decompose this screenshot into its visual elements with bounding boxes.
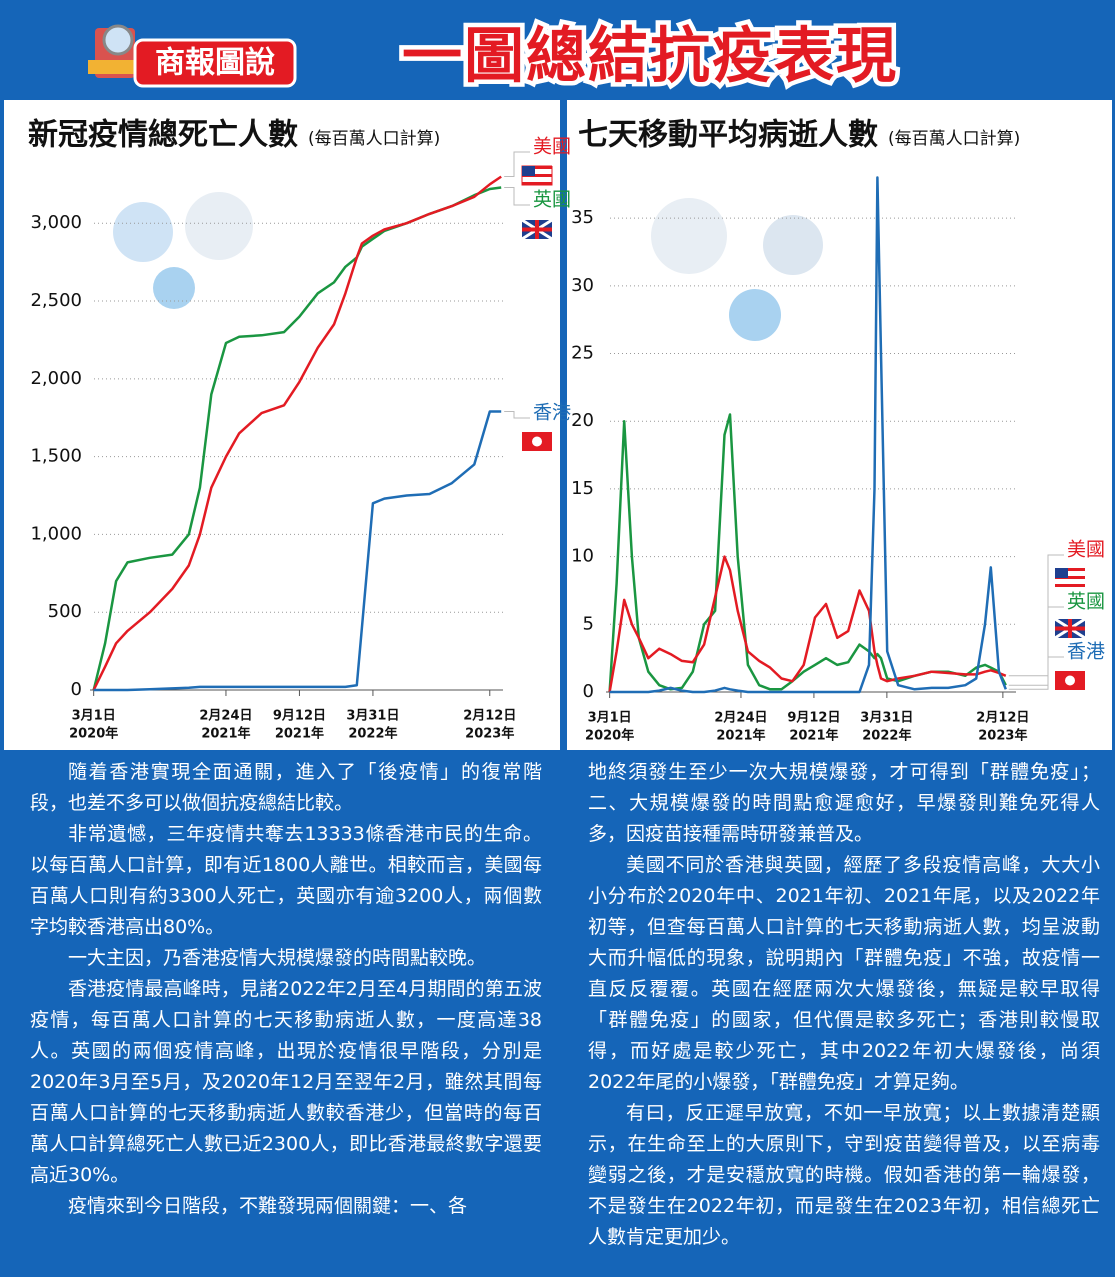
- x-tick-label: 9月12日: [273, 709, 326, 724]
- virus: [185, 192, 253, 260]
- chart-panel: [4, 100, 560, 750]
- flag-hk: [522, 432, 552, 451]
- x-tick-label: 2022年: [862, 728, 911, 744]
- x-tick-label: 2022年: [348, 726, 397, 742]
- paragraph: 疫情來到今日階段，不難發現兩個關鍵：一、各: [30, 1191, 542, 1222]
- badge-text: 商報圖說: [155, 46, 275, 81]
- y-tick-label: 15: [571, 478, 594, 499]
- chart-subtitle: (每百萬人口計算): [308, 129, 440, 149]
- y-tick-label: 0: [71, 679, 82, 700]
- y-tick-label: 20: [571, 410, 594, 431]
- flag-uk: [522, 220, 552, 239]
- legend-label: 英國: [1067, 591, 1105, 613]
- flag-uk: [1055, 619, 1085, 638]
- y-tick-label: 35: [571, 207, 594, 228]
- paragraph: 地終須發生至少一次大規模爆發，才可得到「群體免疫」；二、大規模爆發的時間點愈遲愈…: [588, 757, 1100, 850]
- y-tick-label: 25: [571, 343, 594, 364]
- x-tick-label: 2021年: [716, 728, 765, 744]
- infographic: 商報圖說 一圖總結抗疫表現 新冠疫情總死亡人數 (每百萬人口計算) 0 500 1,00…: [0, 0, 1115, 752]
- paragraph: 一大主因，乃香港疫情大規模爆發的時間點較晚。: [30, 943, 542, 974]
- article-column: 隨着香港實現全面通關，進入了「後疫情」的復常階段，也差不多可以做個抗疫總結比較。…: [30, 757, 542, 1222]
- chart-subtitle: (每百萬人口計算): [888, 129, 1020, 149]
- x-tick-label: 2月24日: [714, 711, 767, 726]
- x-tick-label: 2021年: [275, 726, 324, 742]
- x-tick-label: 2021年: [201, 726, 250, 742]
- x-tick-label: 2020年: [69, 726, 118, 742]
- y-tick-label: 5: [583, 613, 594, 634]
- x-tick-label: 2023年: [978, 728, 1027, 744]
- virus: [651, 198, 727, 274]
- y-tick-label: 2,000: [30, 368, 82, 389]
- x-tick-label: 2021年: [789, 728, 838, 744]
- x-tick-label: 3月31日: [860, 711, 913, 726]
- flag: [1065, 676, 1075, 686]
- flag-us: [522, 166, 552, 185]
- magnifier-icon: [104, 26, 132, 54]
- flag-hk: [1055, 671, 1085, 690]
- y-tick-label: 30: [571, 275, 594, 296]
- y-tick-label: 10: [571, 546, 594, 567]
- x-tick-label: 2月24日: [199, 709, 252, 724]
- paragraph: 美國不同於香港與英國，經歷了多段疫情高峰，大大小小分布於2020年中、2021年…: [588, 850, 1100, 1098]
- main-title: 一圖總結抗疫表現: [402, 22, 898, 92]
- chart-title: 七天移動平均病逝人數: [578, 118, 878, 153]
- page: 商報圖說 一圖總結抗疫表現 新冠疫情總死亡人數 (每百萬人口計算) 0 500 1,00…: [0, 0, 1115, 1277]
- y-tick-label: 1,000: [30, 523, 82, 544]
- paragraph: 有曰，反正遲早放寬，不如一早放寬；以上數據清楚顯示，在生命至上的大原則下，守到疫…: [588, 1098, 1100, 1253]
- chart-panel: [567, 100, 1112, 750]
- legend-label: 香港: [1067, 641, 1105, 663]
- y-tick-label: 0: [583, 681, 594, 702]
- paragraph: 香港疫情最高峰時，見諸2022年2月至4月期間的第五波疫情，每百萬人口計算的七天…: [30, 974, 542, 1191]
- legend-label: 英國: [533, 189, 571, 211]
- chart-title: 新冠疫情總死亡人數: [28, 118, 298, 153]
- flag: [522, 166, 535, 176]
- y-tick-label: 2,500: [30, 290, 82, 311]
- paragraph: 非常遺憾，三年疫情共奪去13333條香港市民的生命。以每百萬人口計算，即有近18…: [30, 819, 542, 943]
- y-tick-label: 3,000: [30, 212, 82, 233]
- virus: [153, 267, 195, 309]
- y-tick-label: 500: [48, 601, 82, 622]
- header: 商報圖說 一圖總結抗疫表現: [88, 22, 898, 92]
- legend-label: 香港: [533, 402, 571, 424]
- x-tick-label: 2月12日: [463, 709, 516, 724]
- flag: [532, 437, 542, 447]
- virus: [113, 202, 173, 262]
- x-tick-label: 9月12日: [787, 711, 840, 726]
- x-tick-label: 3月31日: [346, 709, 399, 724]
- x-tick-label: 2月12日: [976, 711, 1029, 726]
- y-tick-label: 1,500: [30, 446, 82, 467]
- flag: [522, 182, 552, 185]
- virus: [729, 289, 781, 341]
- legend-label: 美國: [1067, 539, 1105, 561]
- legend-label: 美國: [533, 136, 571, 158]
- paragraph: 隨着香港實現全面通關，進入了「後疫情」的復常階段，也差不多可以做個抗疫總結比較。: [30, 757, 542, 819]
- x-tick-label: 2023年: [465, 726, 514, 742]
- virus: [763, 215, 823, 275]
- flag: [1055, 584, 1085, 587]
- flag-us: [1055, 568, 1085, 587]
- x-tick-label: 3月1日: [72, 709, 116, 724]
- x-tick-label: 3月1日: [588, 711, 632, 726]
- flag: [1055, 568, 1068, 578]
- x-tick-label: 2020年: [585, 728, 634, 744]
- article-column: 地終須發生至少一次大規模爆發，才可得到「群體免疫」；二、大規模爆發的時間點愈遲愈…: [588, 757, 1100, 1253]
